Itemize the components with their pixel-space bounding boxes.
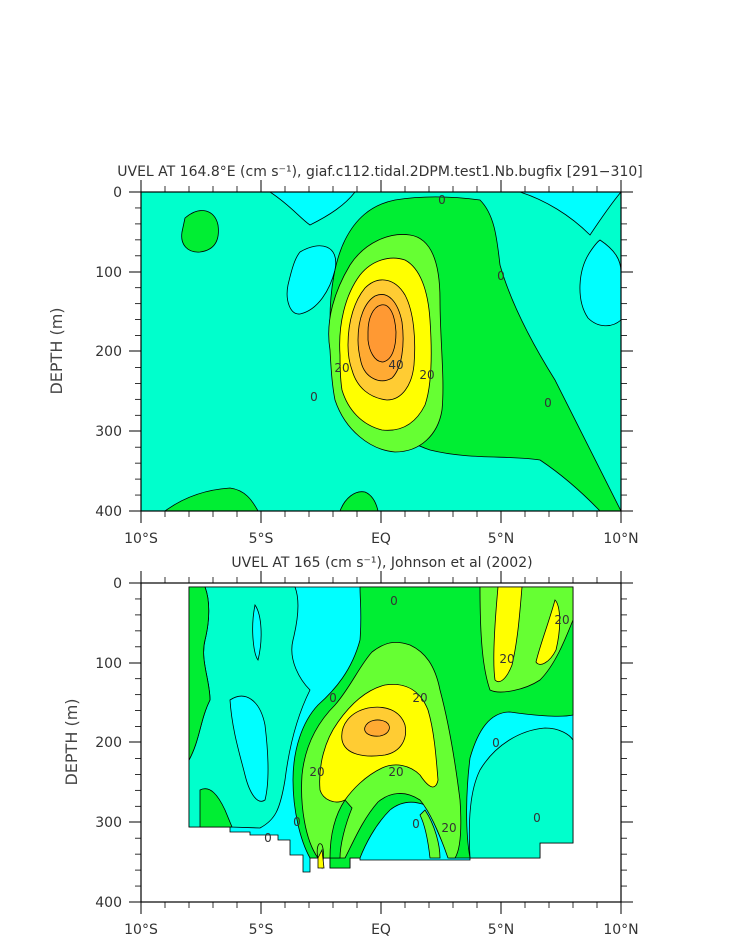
panel-top-ylabel: DEPTH (m) <box>47 307 66 394</box>
x-tick-label: 5°S <box>249 531 274 547</box>
contour-label: 0 <box>533 811 541 825</box>
contour-label: 0 <box>497 269 505 283</box>
y-tick-label: 100 <box>95 656 122 672</box>
panel-bottom-xaxis: 10°S 5°S EQ 5°N 10°N <box>124 571 639 938</box>
fill-lightgreen <box>419 809 441 859</box>
contour-label: 0 <box>544 396 552 410</box>
x-tick-label: 5°N <box>488 922 514 938</box>
contour-label: 0 <box>412 817 420 831</box>
x-tick-label: EQ <box>371 922 391 938</box>
contour-label: 40 <box>388 358 403 372</box>
fill-orange-core <box>367 304 397 363</box>
fill-cyan <box>269 192 356 226</box>
contour-label: 20 <box>554 613 569 627</box>
fill-cyan <box>519 192 621 236</box>
contour-label: 0 <box>492 736 500 750</box>
contour-label: 20 <box>388 765 403 779</box>
fill-cyan <box>579 239 621 327</box>
panel-top-xaxis: 10°S 5°S EQ 5°N 10°N <box>124 180 639 547</box>
contour-label: 0 <box>293 815 301 829</box>
fill-green <box>181 210 219 253</box>
contour-label: 20 <box>441 821 456 835</box>
contour-label: 20 <box>419 368 434 382</box>
fill-cyan <box>252 604 262 661</box>
fill-green <box>339 491 379 511</box>
fill-green <box>188 586 211 761</box>
y-tick-label: 300 <box>95 815 122 831</box>
fill-orange-core <box>364 719 390 737</box>
x-tick-label: 10°S <box>124 922 158 938</box>
y-tick-label: 100 <box>95 265 122 281</box>
panel-bottom-title: UVEL AT 165 (cm s⁻¹), Johnson et al (200… <box>231 555 532 571</box>
panel-top-title: UVEL AT 164.8°E (cm s⁻¹), giaf.c112.tida… <box>117 164 642 180</box>
y-tick-label: 200 <box>95 735 122 751</box>
y-tick-label: 200 <box>95 344 122 360</box>
x-tick-label: EQ <box>371 531 391 547</box>
fill-green <box>329 799 353 859</box>
fill-green <box>199 788 233 828</box>
contour-label: 0 <box>438 193 446 207</box>
contour-label: 20 <box>334 361 349 375</box>
contour-label: 0 <box>310 390 318 404</box>
y-tick-label: 0 <box>113 576 122 592</box>
contour-label: 0 <box>264 831 272 845</box>
y-tick-label: 300 <box>95 424 122 440</box>
panel-bottom: UVEL AT 165 (cm s⁻¹), Johnson et al (200… <box>62 555 639 938</box>
panel-top-plot <box>141 192 621 511</box>
fill-yellow <box>535 599 561 665</box>
contour-label: 0 <box>390 594 398 608</box>
panel-bottom-yaxis: DEPTH (m) 0 100 200 300 400 <box>62 576 633 911</box>
fill-aqua <box>468 727 574 859</box>
panel-top: UVEL AT 164.8°E (cm s⁻¹), giaf.c112.tida… <box>47 164 643 547</box>
fill-yellow <box>317 848 325 869</box>
x-tick-label: 5°N <box>488 531 514 547</box>
x-tick-label: 5°S <box>249 922 274 938</box>
x-tick-label: 10°N <box>603 531 638 547</box>
y-tick-label: 400 <box>95 895 122 911</box>
fill-yellow <box>493 586 523 682</box>
contour-label: 20 <box>309 765 324 779</box>
y-tick-label: 400 <box>95 504 122 520</box>
y-tick-label: 0 <box>113 185 122 201</box>
fill-green <box>164 487 259 511</box>
panel-bottom-plot <box>188 586 574 873</box>
contour-label: 20 <box>412 691 427 705</box>
fill-cyan <box>229 695 269 802</box>
contour-label: 20 <box>499 652 514 666</box>
panel-bottom-ylabel: DEPTH (m) <box>62 698 81 785</box>
panel-top-yaxis: DEPTH (m) 0 100 200 300 400 <box>47 185 633 520</box>
x-tick-label: 10°N <box>603 922 638 938</box>
contour-label: 0 <box>329 691 337 705</box>
x-tick-label: 10°S <box>124 531 158 547</box>
fill-cyan <box>286 245 337 315</box>
